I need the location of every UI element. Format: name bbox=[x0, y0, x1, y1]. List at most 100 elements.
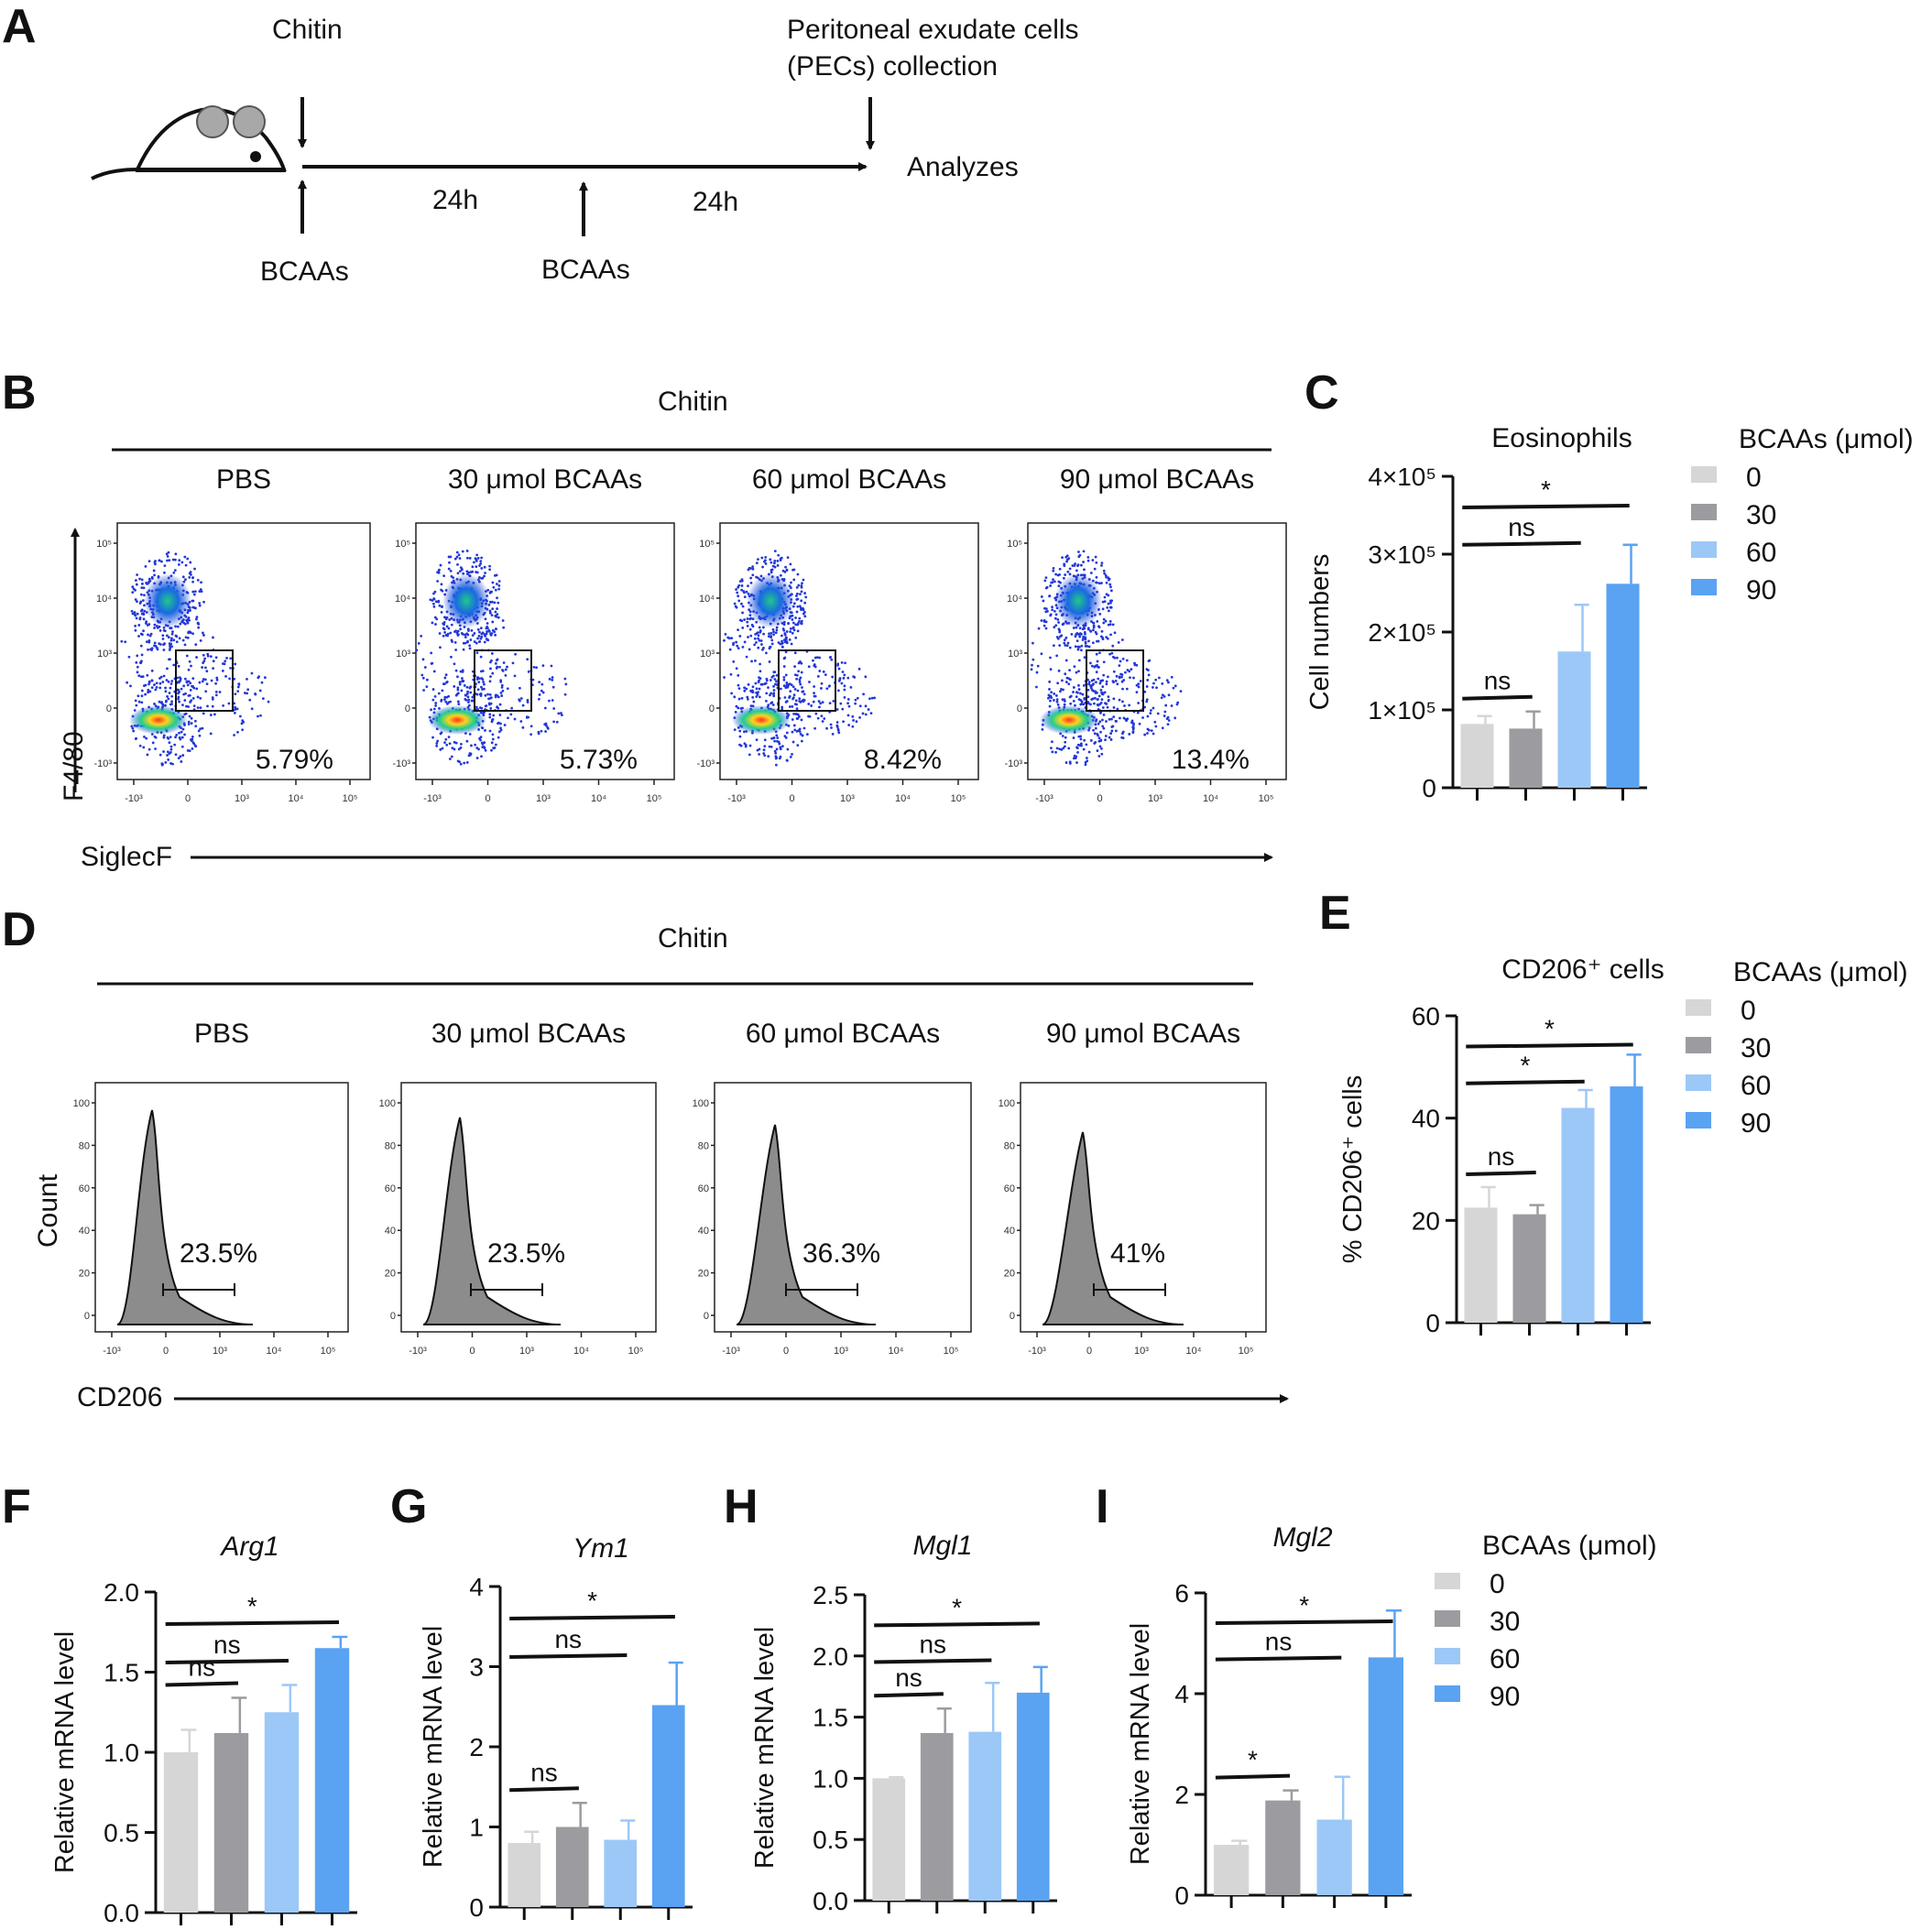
event-dot bbox=[1072, 699, 1075, 703]
event-dot bbox=[486, 692, 489, 696]
event-dot bbox=[185, 654, 189, 658]
y-tick-label: 100 bbox=[693, 1098, 709, 1109]
event-dot bbox=[756, 632, 759, 635]
event-dot bbox=[1061, 679, 1064, 682]
event-dot bbox=[489, 702, 493, 705]
event-dot bbox=[1053, 692, 1056, 695]
event-dot bbox=[474, 743, 477, 747]
y-tick-label: 3 bbox=[469, 1653, 484, 1682]
event-dot bbox=[1044, 627, 1048, 630]
event-dot bbox=[775, 747, 779, 751]
y-tick-label: 0 bbox=[1422, 774, 1436, 802]
event-dot bbox=[158, 559, 161, 562]
event-dot bbox=[211, 696, 214, 699]
event-dot bbox=[178, 637, 181, 640]
event-dot bbox=[442, 682, 445, 686]
event-dot bbox=[482, 681, 486, 683]
event-dot bbox=[1154, 678, 1158, 681]
event-dot bbox=[167, 636, 170, 639]
event-dot bbox=[196, 695, 200, 699]
event-dot bbox=[1167, 719, 1171, 722]
cluster-upper bbox=[144, 573, 191, 628]
event-dot bbox=[497, 583, 501, 587]
event-dot bbox=[440, 699, 443, 703]
event-dot bbox=[198, 602, 202, 605]
event-dot bbox=[741, 645, 745, 649]
event-dot bbox=[447, 555, 451, 559]
y-tick-label: 20 bbox=[1412, 1206, 1440, 1235]
event-dot bbox=[1064, 761, 1068, 764]
event-dot bbox=[1101, 725, 1105, 728]
event-dot bbox=[840, 660, 844, 664]
event-dot bbox=[169, 762, 172, 765]
event-dot bbox=[1116, 707, 1119, 711]
x-tick-label: 10³ bbox=[1148, 793, 1162, 804]
event-dot bbox=[548, 677, 551, 681]
event-dot bbox=[1065, 558, 1069, 562]
event-dot bbox=[142, 746, 146, 749]
event-dot bbox=[751, 685, 755, 689]
event-dot bbox=[779, 687, 782, 691]
y-tick-label: 0 bbox=[84, 1311, 90, 1322]
event-dot bbox=[815, 656, 819, 660]
event-dot bbox=[751, 565, 755, 569]
event-dot bbox=[483, 747, 486, 750]
event-dot bbox=[143, 735, 146, 738]
panel-d: D Chitin Count CD206 bbox=[2, 903, 1289, 1412]
event-dot bbox=[755, 692, 758, 694]
event-dot bbox=[180, 687, 183, 691]
event-dot bbox=[732, 660, 736, 663]
event-dot bbox=[1043, 579, 1047, 583]
event-dot bbox=[1074, 562, 1077, 565]
event-dot bbox=[789, 690, 792, 693]
event-dot bbox=[832, 699, 835, 703]
event-dot bbox=[1054, 624, 1058, 627]
event-dot bbox=[167, 680, 170, 683]
event-dot bbox=[139, 593, 143, 596]
event-dot bbox=[740, 619, 744, 623]
event-dot bbox=[228, 677, 232, 681]
y-tick-label: 10³ bbox=[1008, 649, 1022, 660]
gate-percent: 8.42% bbox=[864, 745, 942, 775]
legend-swatch-90 bbox=[1691, 579, 1717, 595]
event-dot bbox=[437, 569, 441, 572]
event-dot bbox=[1051, 750, 1054, 754]
event-dot bbox=[1083, 696, 1086, 700]
event-dot bbox=[1092, 728, 1095, 732]
panel-a: A Chitin Peritoneal exudate cells (PECs)… bbox=[2, 0, 1079, 287]
event-dot bbox=[1082, 637, 1086, 640]
event-dot bbox=[856, 696, 859, 700]
event-dot bbox=[432, 707, 436, 711]
event-dot bbox=[158, 753, 162, 757]
event-dot bbox=[194, 745, 198, 748]
event-dot bbox=[478, 564, 481, 567]
event-dot bbox=[1145, 685, 1149, 688]
event-dot bbox=[795, 610, 799, 614]
plot-frame bbox=[719, 522, 979, 780]
event-dot bbox=[495, 743, 497, 747]
event-dot bbox=[444, 737, 448, 741]
event-dot bbox=[204, 690, 208, 693]
event-dot bbox=[451, 747, 454, 750]
event-dot bbox=[141, 675, 145, 679]
event-dot bbox=[448, 742, 452, 746]
event-dot bbox=[191, 677, 195, 680]
event-dot bbox=[1064, 736, 1067, 739]
event-dot bbox=[456, 675, 459, 679]
gate-percent: 41% bbox=[1110, 1238, 1165, 1269]
event-dot bbox=[757, 634, 760, 638]
event-dot bbox=[135, 583, 138, 586]
event-dot bbox=[214, 656, 218, 660]
event-dot bbox=[480, 577, 484, 580]
event-dot bbox=[807, 665, 811, 669]
event-dot bbox=[236, 685, 240, 689]
event-dot bbox=[132, 587, 136, 591]
event-dot bbox=[174, 552, 178, 556]
event-dot bbox=[212, 660, 215, 663]
event-dot bbox=[813, 656, 817, 660]
event-dot bbox=[465, 640, 469, 644]
event-dot bbox=[162, 674, 166, 678]
histogram-curve bbox=[116, 1109, 254, 1325]
